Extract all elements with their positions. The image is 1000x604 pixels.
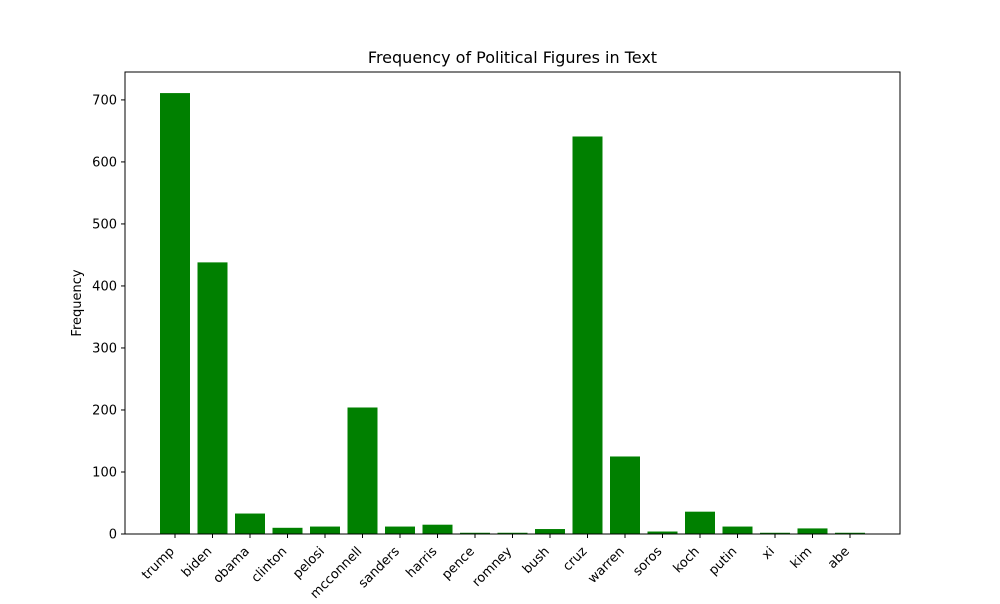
x-tick-label-soros: soros bbox=[630, 544, 665, 579]
bar-harris bbox=[422, 524, 453, 534]
x-tick-label-kim: kim bbox=[788, 544, 815, 571]
bar-koch bbox=[685, 511, 715, 534]
y-tick-label-200: 200 bbox=[92, 403, 117, 418]
bar-mcconnell bbox=[347, 407, 378, 534]
bar-kim bbox=[797, 528, 828, 534]
y-tick-label-0: 0 bbox=[109, 528, 117, 543]
bar-warren bbox=[610, 456, 640, 534]
y-tick-label-600: 600 bbox=[92, 155, 117, 170]
bar-putin bbox=[722, 526, 753, 534]
x-tick-label-xi: xi bbox=[759, 544, 778, 563]
bar-trump bbox=[160, 93, 190, 534]
y-tick-label-700: 700 bbox=[92, 93, 117, 108]
bar-pelosi bbox=[310, 526, 340, 534]
x-tick-label-cruz: cruz bbox=[560, 544, 590, 574]
y-tick-label-100: 100 bbox=[92, 465, 117, 480]
x-tick-label-obama: obama bbox=[211, 544, 253, 586]
bar-bush bbox=[535, 529, 565, 534]
plot-frame bbox=[124, 71, 901, 535]
bar-soros bbox=[647, 531, 678, 534]
x-tick-label-bush: bush bbox=[520, 544, 553, 577]
x-tick-label-koch: koch bbox=[671, 544, 703, 576]
x-tick-label-warren: warren bbox=[585, 544, 627, 586]
bars-layer bbox=[160, 93, 865, 534]
bar-pence bbox=[460, 532, 490, 534]
bar-sanders bbox=[385, 526, 415, 534]
x-tick-label-sanders: sanders bbox=[356, 544, 403, 591]
x-tick-label-clinton: clinton bbox=[249, 544, 291, 586]
bar-romney bbox=[497, 532, 528, 534]
bar-abe bbox=[835, 532, 865, 534]
x-tick-label-romney: romney bbox=[470, 544, 516, 590]
y-tick-label-300: 300 bbox=[92, 341, 117, 356]
y-tick-label-400: 400 bbox=[92, 279, 117, 294]
bar-biden bbox=[197, 262, 228, 534]
chart-title: Frequency of Political Figures in Text bbox=[368, 48, 657, 67]
y-tick-label-500: 500 bbox=[92, 217, 117, 232]
bar-obama bbox=[235, 513, 265, 534]
bar-xi bbox=[760, 532, 790, 534]
x-tick-label-harris: harris bbox=[404, 544, 441, 581]
x-tick-label-biden: biden bbox=[179, 544, 215, 580]
bar-clinton bbox=[272, 527, 303, 534]
bar-cruz bbox=[572, 136, 603, 534]
x-tick-label-putin: putin bbox=[706, 544, 740, 578]
x-tick-label-trump: trump bbox=[139, 544, 178, 583]
x-tick-label-abe: abe bbox=[825, 544, 853, 572]
y-axis-label: Frequency bbox=[70, 269, 85, 336]
